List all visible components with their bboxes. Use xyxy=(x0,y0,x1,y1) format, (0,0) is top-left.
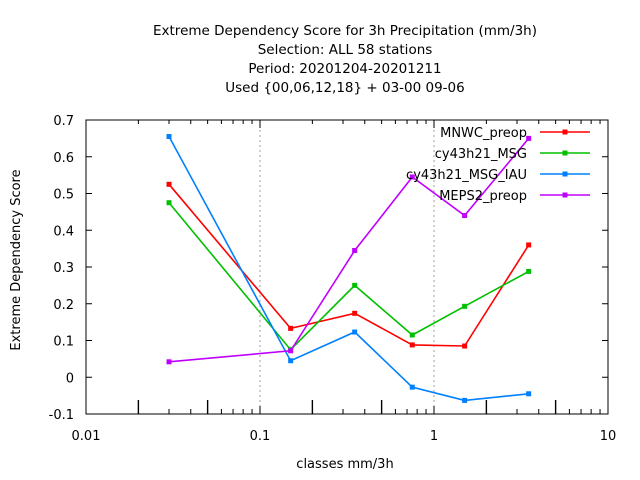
series-point xyxy=(352,282,358,288)
series-point xyxy=(526,242,532,248)
x-axis-label: classes mm/3h xyxy=(296,457,393,472)
title-line-2: Selection: ALL 58 stations xyxy=(258,42,433,58)
series-point xyxy=(409,342,415,348)
plot-frame xyxy=(85,119,609,415)
title-line-3: Period: 20201204-20201211 xyxy=(248,61,441,77)
series-line-cy43h21_MSG_IAU xyxy=(168,136,529,402)
legend: MNWC_preop cy43h21_MSG cy43h21_MSG_IAU MEPS… xyxy=(406,126,590,204)
series-point xyxy=(288,348,294,354)
y-axis-label: Extreme Dependency Score xyxy=(9,169,24,350)
legend-marker xyxy=(562,129,568,135)
axes: -0.1 0 0.1 0.2 0.3 0.4 0.5 0.6 0.7 0.01 0.1 1 10 xyxy=(49,114,617,444)
legend-marker xyxy=(562,192,568,198)
series-point xyxy=(166,134,172,140)
x-tick-label: 10 xyxy=(600,429,617,444)
series-line-MNWC_preop xyxy=(168,183,530,347)
series-point xyxy=(409,174,415,180)
series-point xyxy=(526,135,532,141)
x-tick-label: 0.01 xyxy=(72,429,101,444)
series-point xyxy=(462,343,468,349)
y-tick-label: -0.1 xyxy=(49,408,74,423)
legend-marker xyxy=(562,171,568,177)
series-point xyxy=(409,332,415,338)
series-point xyxy=(409,384,415,390)
series xyxy=(166,134,532,403)
y-tick-label: 0.4 xyxy=(53,224,74,239)
series-point xyxy=(166,200,172,206)
series-line-cy43h21_MSG xyxy=(168,202,530,351)
y-tick-label: 0.6 xyxy=(53,151,74,166)
series-point xyxy=(288,325,294,331)
series-point xyxy=(352,247,358,253)
legend-marker xyxy=(562,150,568,156)
y-tick-label: 0.2 xyxy=(53,298,74,313)
chart-title: Extreme Dependency Score for 3h Precipit… xyxy=(153,23,537,96)
legend-label: cy43h21_MSG xyxy=(435,147,527,162)
series-point xyxy=(462,397,468,403)
legend-label: cy43h21_MSG_IAU xyxy=(406,168,527,183)
y-tick-label: 0.1 xyxy=(53,335,74,350)
legend-label: MEPS2_preop xyxy=(439,189,527,204)
grid xyxy=(259,120,435,414)
y-tick-label: 0.7 xyxy=(53,114,74,129)
y-tick-label: 0.5 xyxy=(53,188,74,203)
series-point xyxy=(352,329,358,335)
series-point xyxy=(526,268,532,274)
series-line-MEPS2_preop xyxy=(168,137,530,363)
series-point xyxy=(352,310,358,316)
series-point xyxy=(462,303,468,309)
title-line-1: Extreme Dependency Score for 3h Precipit… xyxy=(153,23,537,39)
series-point xyxy=(166,359,172,365)
series-point xyxy=(462,213,468,219)
legend-label: MNWC_preop xyxy=(440,126,527,141)
y-tick-label: 0.3 xyxy=(53,261,74,276)
series-point xyxy=(288,358,294,364)
y-tick-label: 0 xyxy=(66,371,74,386)
series-point xyxy=(526,391,532,397)
title-line-4: Used {00,06,12,18} + 03-00 09-06 xyxy=(225,80,465,96)
x-tick-label: 1 xyxy=(430,429,438,444)
x-tick-label: 0.1 xyxy=(250,429,271,444)
series-point xyxy=(166,181,172,187)
